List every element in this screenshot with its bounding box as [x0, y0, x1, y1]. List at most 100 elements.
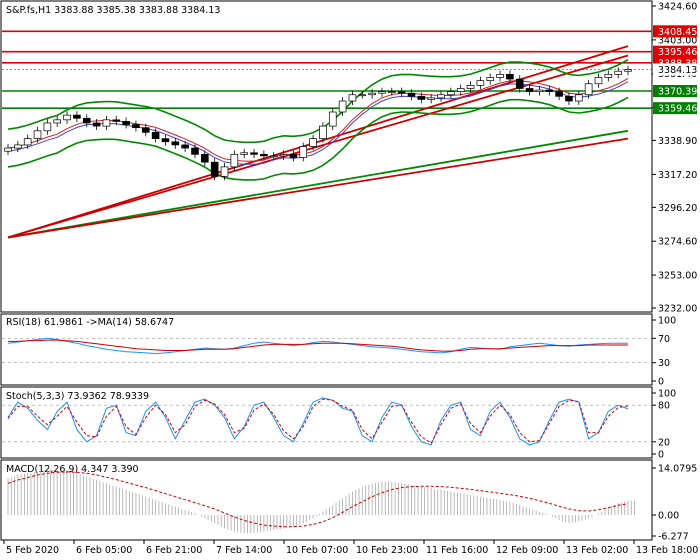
time-tick-label: 10 Feb 07:00 [286, 545, 348, 556]
price-level-labels: 3408.453395.463388.383384.133370.393359.… [653, 25, 697, 115]
price-tick-label: 3274.60 [658, 237, 697, 248]
rsi-pane-title: RSI(18) 61.9861 ->MA(14) 58.6747 [6, 317, 174, 328]
candle-body [486, 77, 495, 81]
time-tick-label: 5 Feb 2020 [6, 545, 59, 556]
osc-series-line [7, 398, 629, 444]
candle-body [240, 152, 248, 155]
candle-body [4, 147, 12, 152]
candle-body [506, 74, 514, 80]
candle-body [545, 89, 554, 92]
price-pane-frame [0, 0, 653, 313]
candle-body [368, 92, 376, 96]
candle-body [319, 125, 327, 140]
candle-body [181, 144, 189, 149]
candle-body [151, 132, 160, 140]
osc-tick-label: 0 [658, 450, 664, 461]
time-tick-label: 10 Feb 23:00 [356, 545, 418, 556]
candle-body [112, 119, 121, 122]
price-tick-label: 3232.00 [658, 304, 697, 315]
moving-average-slow [7, 81, 629, 165]
candle-body [466, 84, 475, 89]
price-level-label: 3395.46 [658, 47, 697, 58]
candle-body [447, 91, 455, 96]
macd-histogram [7, 469, 635, 534]
rsi-pane: RSI(18) 61.9861 ->MA(14) 58.6747 100 70 30… [0, 313, 676, 388]
osc-series-line [8, 339, 628, 352]
candle-body [624, 69, 632, 72]
time-tick-label: 13 Feb 02:00 [566, 545, 628, 556]
lower-band [7, 96, 629, 181]
trendlines [7, 45, 629, 239]
upper-band [7, 58, 629, 144]
osc-series-line [7, 337, 628, 355]
time-tick-label: 6 Feb 21:00 [146, 545, 202, 556]
price-level-label: 3370.39 [658, 87, 697, 98]
candle-body [476, 80, 485, 86]
price-tick-label: 3296.20 [658, 203, 697, 214]
candle-body [437, 94, 445, 99]
stoch-pane-title: Stoch(5,3,3) 73.9362 78.9339 [6, 391, 149, 402]
candle-body [14, 144, 22, 149]
candle-body [565, 95, 573, 102]
candle-body [230, 153, 239, 168]
candle-body [82, 117, 91, 124]
price-levels [2, 30, 652, 109]
macd-pane: MACD(12,26,9) 4.347 3.390 14.0795 0.00 -6.… [0, 459, 697, 543]
candle-body [210, 161, 219, 177]
candle-body [141, 127, 150, 133]
trendline [7, 54, 629, 239]
candle-body [220, 166, 229, 177]
candle-body [191, 147, 199, 155]
osc-tick-label: 100 [658, 389, 676, 400]
price-level-box [653, 63, 697, 76]
osc-tick-label: 0 [658, 377, 664, 388]
candle-body [260, 153, 268, 157]
macd-tick-label: 0.00 [658, 511, 679, 522]
candle-body [122, 121, 130, 125]
time-tick-label: 12 Feb 09:00 [496, 545, 558, 556]
candle-body [427, 97, 435, 100]
candle-body [535, 89, 544, 92]
candle-body [92, 122, 101, 127]
macd-signal-line [7, 471, 629, 528]
stoch-pane-frame [0, 386, 653, 459]
candle-body [614, 70, 622, 75]
candle-body [328, 111, 337, 127]
price-level-label: 3408.45 [658, 27, 697, 38]
candle-body [309, 138, 317, 147]
time-tick-label: 11 Feb 16:00 [426, 545, 488, 556]
candle-body [407, 92, 416, 97]
candle-body [348, 94, 357, 102]
candle-body [73, 114, 81, 119]
candle-body [496, 74, 504, 78]
candle-body [250, 152, 258, 155]
candle-body [53, 119, 62, 124]
price-pane: S&P.fs,H1 3383.88 3385.38 3383.88 3384.1… [0, 0, 697, 315]
candle-body [299, 146, 308, 158]
trendline [7, 129, 629, 239]
candle-body [289, 153, 298, 158]
osc-tick-label: 70 [658, 334, 670, 345]
candle-body [33, 130, 42, 140]
candle-body [23, 138, 32, 146]
price-level-label: 3384.13 [658, 65, 697, 76]
osc-tick-label: 30 [658, 358, 670, 369]
time-tick-label: 7 Feb 14:00 [216, 545, 272, 556]
price-tick-label: 3338.90 [658, 136, 697, 147]
candle-body [417, 95, 426, 100]
trendline [7, 45, 629, 239]
osc-tick-label: 80 [658, 401, 670, 412]
candle-body [584, 83, 593, 96]
price-level-box [653, 85, 697, 98]
candle-body [397, 91, 406, 94]
price-level-label: 3359.46 [658, 104, 697, 115]
time-axis: 5 Feb 2020 6 Feb 05:00 6 Feb 21:00 7 Feb 14… [3, 540, 698, 556]
rsi-series [7, 337, 628, 355]
time-tick-label: 6 Feb 05:00 [76, 545, 132, 556]
macd-tick-label: 14.0795 [658, 464, 697, 475]
macd-pane-frame [0, 459, 653, 541]
price-level-box [653, 25, 697, 38]
